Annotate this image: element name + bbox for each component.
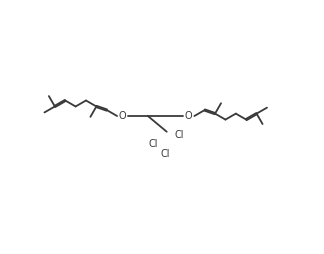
Text: Cl: Cl (175, 130, 184, 140)
Text: O: O (185, 111, 192, 121)
Text: O: O (119, 111, 127, 121)
Text: Cl: Cl (149, 139, 158, 149)
Text: Cl: Cl (160, 149, 170, 159)
